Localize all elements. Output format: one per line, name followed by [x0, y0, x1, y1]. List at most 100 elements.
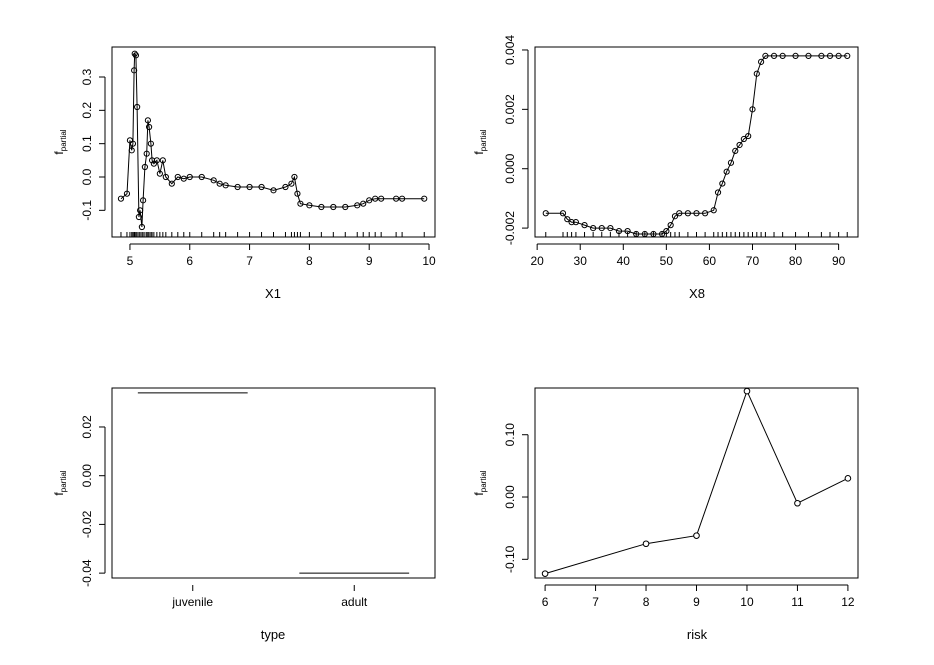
x-tick-label: 80 [789, 254, 803, 268]
data-point [144, 117, 151, 124]
x-tick-label: 70 [746, 254, 760, 268]
data-point [559, 210, 567, 217]
x-tick-label: 50 [660, 254, 674, 268]
y-tick-label: 0.2 [80, 102, 94, 119]
data-point [330, 203, 337, 211]
y-tick-label: 0.000 [503, 153, 517, 183]
x-tick-label: 5 [127, 254, 134, 268]
data-point [246, 183, 253, 191]
data-point [132, 52, 140, 59]
plot-frame [534, 46, 859, 238]
data-point [131, 67, 138, 74]
series-line [544, 389, 849, 575]
data-point [693, 210, 700, 217]
data-point [607, 224, 614, 232]
data-point [542, 210, 549, 217]
data-point [710, 207, 717, 214]
data-point [658, 230, 666, 238]
level-segments [137, 392, 410, 574]
data-point [372, 195, 379, 202]
panel-risk: 6 7 8 9 10 11 12 -0.10 0.00 0.10 risk fpartial [472, 387, 859, 642]
data-point [140, 197, 147, 204]
y-tick-label: 0.00 [80, 464, 94, 488]
data-point [702, 210, 709, 217]
y-axis-label: fpartial [52, 129, 68, 154]
data-point [128, 147, 135, 154]
x-axis: 5 6 7 8 9 10 [127, 243, 436, 268]
plot-frame [111, 387, 436, 579]
data-point [719, 180, 726, 187]
x-tick-label: juvenile [171, 595, 213, 609]
data-point [642, 540, 650, 548]
data-point [294, 190, 301, 197]
data-point [835, 52, 842, 60]
y-tick-label: -0.1 [80, 200, 94, 221]
rug [545, 232, 848, 237]
x-tick-label: 10 [422, 254, 436, 268]
data-point [723, 168, 730, 175]
data-point [258, 183, 265, 191]
y-label-sub: partial [479, 129, 488, 151]
y-tick-label: -0.04 [80, 559, 94, 587]
data-point [291, 173, 298, 181]
data-point [564, 216, 571, 223]
data-point [581, 222, 588, 229]
x-tick-label: 9 [366, 254, 373, 268]
y-tick-label: -0.02 [80, 510, 94, 538]
x-tick-label: 9 [693, 595, 700, 609]
data-point [354, 202, 361, 209]
x-axis-label: X8 [689, 286, 705, 301]
data-point [318, 203, 325, 211]
data-point [366, 197, 373, 204]
data-point [156, 170, 163, 177]
x-axis-label: type [261, 627, 286, 642]
curve-path [545, 55, 848, 235]
data-point [663, 227, 670, 235]
data-point [693, 532, 700, 539]
data-point [740, 135, 747, 143]
points [541, 387, 852, 577]
x-tick-label: 11 [791, 595, 804, 609]
data-point [134, 103, 141, 111]
y-axis: -0.1 0.0 0.1 0.2 0.3 [80, 68, 106, 221]
data-point [624, 227, 631, 235]
data-point [135, 213, 143, 221]
data-point [743, 387, 751, 395]
y-tick-label: 0.004 [503, 35, 517, 65]
y-tick-label: 0.02 [80, 415, 94, 439]
y-tick-label: 0.10 [503, 423, 517, 447]
data-point [234, 183, 241, 191]
data-point [159, 157, 166, 164]
x-tick-label: 7 [592, 595, 599, 609]
y-label-main: f [472, 151, 486, 155]
data-point [844, 475, 852, 482]
data-point [753, 70, 760, 77]
x-tick-label: 40 [617, 254, 631, 268]
y-label-sub: partial [59, 129, 68, 151]
points [542, 52, 851, 238]
x-tick-label: 60 [703, 254, 717, 268]
data-point [641, 230, 648, 238]
data-point [736, 141, 743, 149]
data-point [137, 207, 144, 214]
data-point [676, 210, 683, 217]
data-point [153, 157, 160, 164]
data-point [684, 210, 691, 217]
data-point [745, 132, 752, 140]
x-axis: 6 7 8 9 10 11 12 [542, 584, 855, 609]
x-tick-label: adult [341, 595, 368, 609]
data-point [342, 203, 349, 211]
data-point [792, 52, 799, 60]
y-tick-label: 0.3 [80, 68, 94, 85]
data-point [288, 180, 295, 187]
partial-curve [120, 52, 425, 228]
line-path [544, 389, 849, 575]
data-point [650, 230, 657, 238]
y-label-sub: partial [59, 470, 68, 492]
panel-type: juvenile adult -0.04 -0.02 0.00 0.02 type fp… [52, 387, 436, 642]
x-axis-label: X1 [265, 286, 281, 301]
data-point [399, 195, 406, 202]
data-point [270, 187, 277, 194]
y-label-main: f [52, 151, 66, 155]
data-point [174, 173, 181, 181]
